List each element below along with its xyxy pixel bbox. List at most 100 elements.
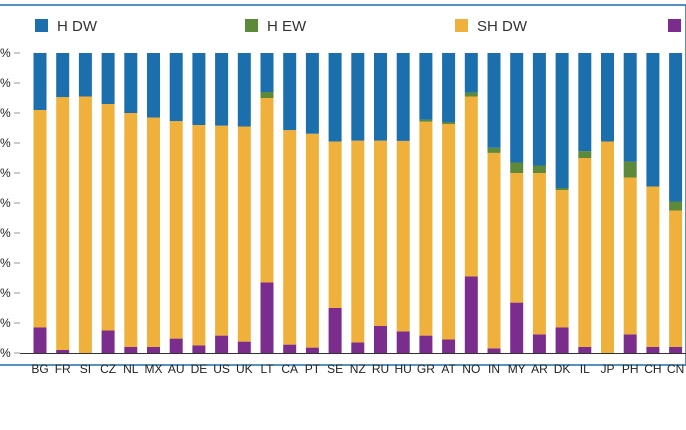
bar-stack — [374, 53, 387, 353]
bar-segment — [351, 342, 365, 353]
legend-swatch — [245, 19, 258, 32]
bar-segment — [101, 104, 115, 331]
x-tick-label: CA — [281, 362, 298, 376]
bar-segment — [328, 53, 342, 142]
bar-segment — [555, 327, 569, 353]
bar-segment — [555, 188, 569, 191]
bar-segment — [623, 53, 637, 162]
bar-segment — [192, 53, 206, 125]
x-tick-label: RU — [372, 362, 389, 376]
bar-stack — [464, 53, 478, 353]
bar-segment — [192, 345, 206, 353]
bar-segment — [578, 151, 592, 158]
chart-frame — [0, 4, 686, 366]
bar-segment — [374, 53, 387, 141]
bar-segment — [555, 190, 569, 328]
bar-stack — [283, 53, 297, 353]
bar-segment — [33, 53, 47, 110]
bar-segment — [260, 282, 274, 353]
bar-stack — [623, 53, 637, 353]
x-tick-label: DE — [191, 362, 208, 376]
bar-segment — [487, 152, 501, 349]
bar-segment — [305, 133, 319, 348]
bar-segment — [555, 53, 569, 188]
y-tick-label: % — [0, 166, 11, 180]
x-tick-label: MY — [508, 362, 526, 376]
bar-stack — [215, 53, 229, 353]
bar-segment — [374, 140, 387, 326]
y-tick-label: % — [0, 226, 11, 240]
bar-segment — [169, 53, 183, 122]
bars — [33, 53, 683, 353]
bar-segment — [623, 334, 637, 353]
bar-segment — [419, 335, 433, 353]
x-tick-label: JP — [600, 362, 614, 376]
bar-segment — [442, 53, 456, 122]
bar-stack — [169, 53, 183, 353]
legend-label: H DW — [57, 18, 98, 35]
bar-segment — [669, 210, 683, 347]
bar-stack — [419, 53, 433, 353]
bar-segment — [669, 347, 683, 353]
bar-segment — [646, 347, 660, 353]
bar-segment — [33, 327, 47, 353]
bar-segment — [487, 53, 501, 148]
bar-segment — [351, 53, 365, 141]
bar-segment — [374, 326, 387, 353]
bar-segment — [464, 96, 478, 277]
bar-segment — [237, 53, 251, 127]
bar-segment — [396, 331, 410, 353]
x-tick-label: DK — [554, 362, 571, 376]
x-tick-label: NO — [462, 362, 480, 376]
bar-segment — [419, 121, 433, 336]
x-tick-label: PH — [622, 362, 639, 376]
bar-stack — [487, 53, 501, 353]
bar-stack — [101, 53, 115, 353]
bar-segment — [419, 119, 433, 122]
bar-stack — [260, 53, 274, 353]
bar-segment — [260, 53, 274, 92]
bar-segment — [578, 158, 592, 347]
legend-item: H EW — [245, 18, 307, 35]
bar-segment — [669, 201, 683, 211]
x-tick-label: FR — [55, 362, 71, 376]
bar-segment — [56, 53, 70, 98]
x-tick-label: LT — [260, 362, 274, 376]
bar-segment — [623, 161, 637, 178]
bar-segment — [124, 113, 138, 347]
y-axis-ticks: %%%%%%%%%%% — [0, 46, 20, 360]
bar-segment — [78, 53, 92, 97]
y-tick-label: % — [0, 196, 11, 210]
bar-segment — [623, 177, 637, 335]
bar-segment — [33, 110, 47, 328]
bar-segment — [328, 308, 342, 353]
bar-segment — [260, 98, 274, 283]
bar-segment — [532, 165, 546, 173]
x-tick-label: SI — [80, 362, 91, 376]
legend-item: SH DW — [455, 18, 528, 35]
bar-stack — [124, 53, 138, 353]
x-tick-label: CH — [644, 362, 661, 376]
x-tick-label: AT — [441, 362, 456, 376]
bar-segment — [305, 53, 319, 134]
bar-segment — [510, 53, 524, 163]
bar-segment — [487, 147, 501, 153]
bar-segment — [464, 276, 478, 353]
bar-segment — [442, 124, 456, 340]
bar-segment — [464, 92, 478, 97]
bar-segment — [237, 126, 251, 342]
x-tick-label: CZ — [100, 362, 116, 376]
x-tick-label: IN — [488, 362, 500, 376]
bar-segment — [601, 53, 614, 142]
bar-segment — [215, 125, 229, 336]
legend-label: H EW — [267, 18, 307, 35]
y-tick-label: % — [0, 256, 11, 270]
bar-stack — [510, 53, 524, 353]
bar-segment — [56, 350, 70, 353]
bar-segment — [419, 53, 433, 120]
legend-item — [668, 19, 681, 32]
bar-stack — [33, 53, 47, 353]
x-tick-label: CN — [667, 362, 684, 376]
bar-segment — [260, 92, 274, 98]
bar-segment — [578, 53, 592, 152]
